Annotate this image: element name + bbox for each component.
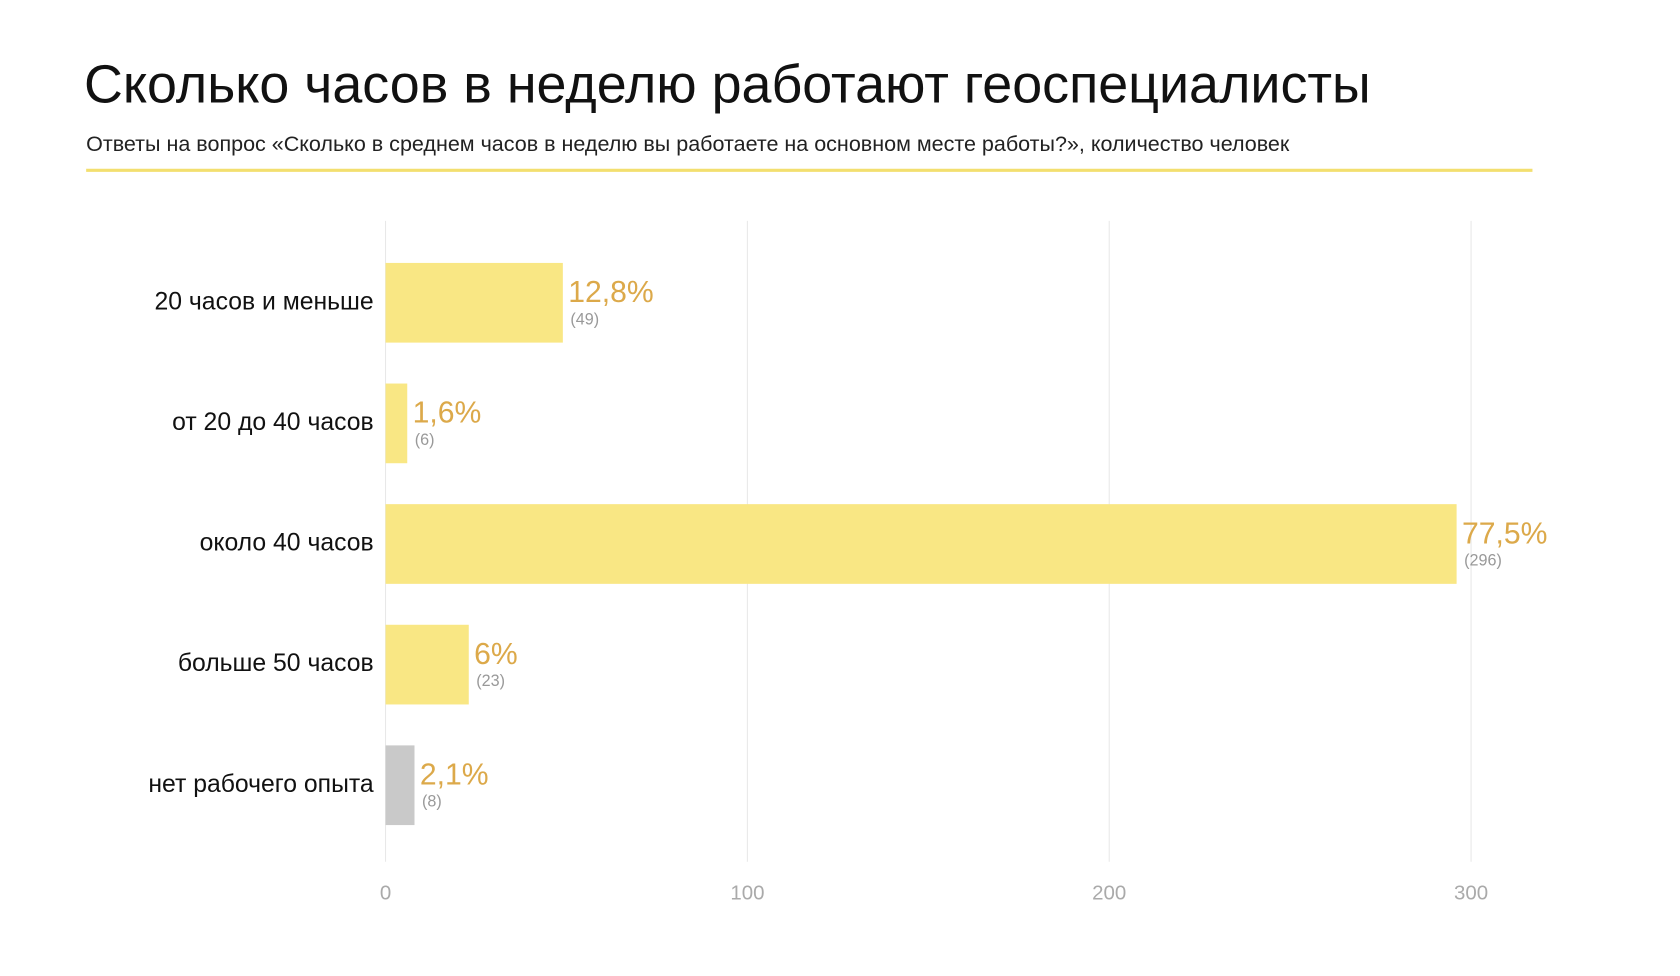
bar [385, 624, 469, 705]
y-tick-label: 20 часов и меньше [155, 288, 374, 315]
x-tick-label: 200 [1092, 881, 1126, 904]
percent-label: 77,5% [1462, 517, 1547, 550]
y-tick-label: нет рабочего опыта [148, 771, 374, 798]
count-label: (49) [570, 310, 599, 328]
count-label: (8) [422, 793, 442, 811]
percent-label: 6% [474, 638, 518, 671]
bar [385, 745, 415, 826]
count-label: (23) [476, 672, 505, 690]
chart-subtitle: Ответы на вопрос «Сколько в среднем часо… [86, 132, 1290, 156]
y-tick-label: от 20 до 40 часов [172, 409, 374, 436]
bar [385, 262, 563, 343]
count-label: (6) [415, 431, 435, 449]
x-tick-label: 0 [380, 881, 391, 904]
percent-label: 12,8% [568, 276, 653, 309]
count-label: (296) [1464, 551, 1502, 569]
x-tick-label: 100 [730, 881, 764, 904]
y-tick-label: больше 50 часов [178, 650, 374, 677]
percent-label: 1,6% [413, 397, 482, 430]
chart-title: Сколько часов в неделю работают геоспеци… [84, 55, 1371, 115]
x-tick-label: 300 [1454, 881, 1488, 904]
bar [385, 504, 1457, 584]
y-tick-label: около 40 часов [200, 530, 374, 557]
bar [385, 383, 408, 464]
percent-label: 2,1% [420, 759, 489, 792]
